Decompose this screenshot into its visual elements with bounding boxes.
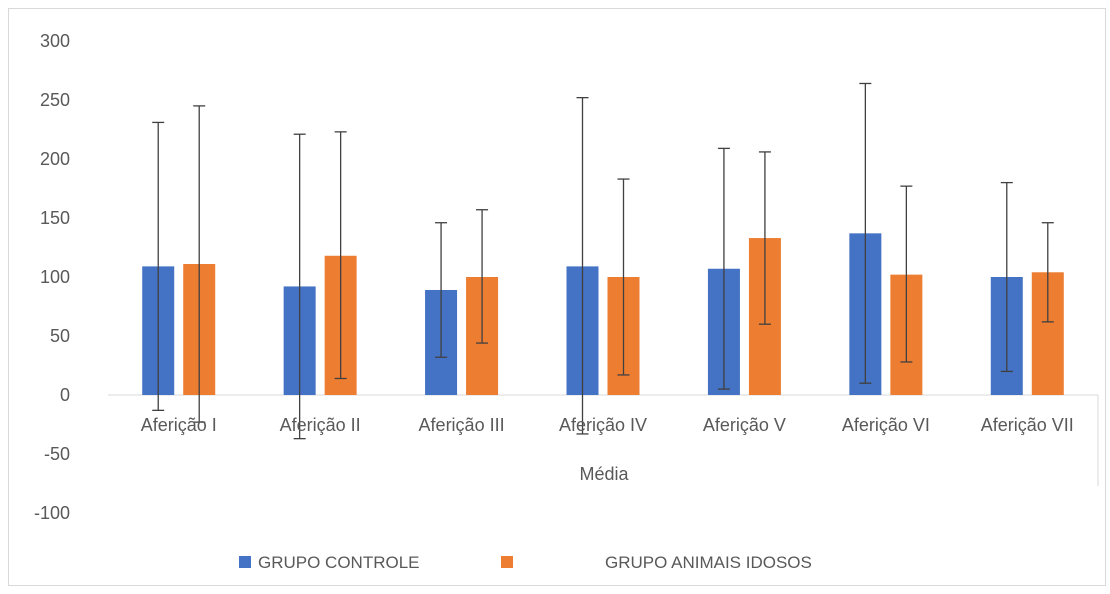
y-tick-label: -100 [34, 503, 70, 523]
x-tick-label: Aferição II [280, 415, 361, 435]
x-axis-labels: Aferição I Aferição II Aferição III Aferiçã… [141, 415, 1074, 435]
legend-label: GRUPO ANIMAIS IDOSOS [605, 553, 812, 572]
y-tick-label: 100 [40, 267, 70, 287]
legend-swatch [501, 556, 513, 568]
y-tick-label: 300 [40, 31, 70, 51]
error-bar [717, 147, 730, 390]
error-bars [152, 82, 1054, 440]
error-bar [435, 222, 448, 358]
y-tick-label: 200 [40, 149, 70, 169]
x-axis-title: Média [579, 464, 629, 484]
error-bar [900, 185, 913, 363]
legend-swatch [239, 556, 251, 568]
error-bar [1041, 222, 1054, 323]
error-bar [1000, 181, 1013, 373]
chart-container: 300 250 200 150 100 50 0 -50 -100 Aferição I Afer… [8, 8, 1106, 586]
y-axis-labels: 300 250 200 150 100 50 0 -50 -100 [34, 31, 70, 523]
error-bar [617, 178, 630, 376]
y-tick-label: 250 [40, 90, 70, 110]
y-tick-label: 150 [40, 208, 70, 228]
error-bar [859, 82, 872, 384]
x-tick-label: Aferição V [703, 415, 786, 435]
error-bar [476, 209, 489, 344]
legend-item: GRUPO ANIMAIS IDOSOS [501, 553, 812, 572]
error-bar [758, 151, 771, 325]
y-tick-label: -50 [44, 444, 70, 464]
x-tick-label: Aferição VII [981, 415, 1074, 435]
x-tick-label: Aferição VI [842, 415, 930, 435]
x-tick-label: Aferição III [419, 415, 505, 435]
error-bar [334, 131, 347, 380]
legend: GRUPO CONTROLE GRUPO ANIMAIS IDOSOS [239, 553, 812, 572]
x-tick-label: Aferição I [141, 415, 217, 435]
error-bar [193, 105, 206, 423]
x-tick-label: Aferição IV [559, 415, 647, 435]
y-tick-label: 50 [50, 326, 70, 346]
y-tick-label: 0 [60, 385, 70, 405]
error-bar [152, 121, 165, 411]
error-bar [576, 96, 589, 435]
legend-item: GRUPO CONTROLE [239, 553, 420, 572]
error-bar [293, 133, 306, 440]
legend-label: GRUPO CONTROLE [258, 553, 420, 572]
